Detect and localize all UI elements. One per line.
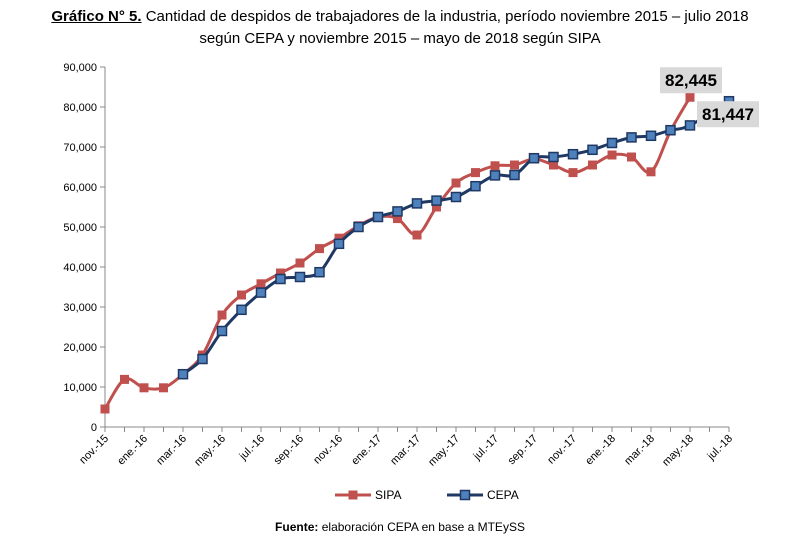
x-tick-label: ene.-18	[583, 433, 618, 468]
source-prefix: Fuente:	[275, 520, 319, 534]
cepa-data-point	[626, 132, 637, 143]
cepa-data-point	[216, 325, 228, 337]
sipa-data-point	[510, 160, 519, 170]
sipa-data-point	[334, 233, 344, 243]
x-tick-label: ene.-17	[349, 433, 384, 468]
x-tick-label: mar.-17	[388, 433, 423, 468]
sipa-data-point	[549, 160, 558, 170]
cepa-data-point	[236, 304, 247, 316]
sipa-data-point	[315, 244, 324, 254]
x-tick-label: jul.-16	[237, 433, 267, 463]
y-tick-label: 70,000	[63, 142, 97, 154]
sipa-data-point	[159, 383, 168, 393]
cepa-data-point	[450, 191, 462, 203]
sipa-data-point	[295, 258, 305, 268]
cepa-data-point	[177, 368, 189, 380]
y-tick-label: 50,000	[63, 222, 97, 234]
source-note: Fuente: elaboración CEPA en base a MTEyS…	[0, 520, 800, 534]
callout-label: 81,447	[702, 105, 754, 124]
sipa-data-point	[256, 279, 266, 289]
cepa-data-point	[333, 238, 345, 250]
x-tick-label: nov.-16	[311, 433, 345, 467]
sipa-data-point	[276, 268, 285, 278]
chart-title: Gráfico N° 5. Cantidad de despidos de tr…	[40, 6, 760, 50]
y-tick-label: 20,000	[63, 342, 97, 354]
sipa-series-line	[103, 96, 692, 410]
sipa-data-point	[646, 167, 656, 177]
y-tick-label: 0	[91, 422, 97, 434]
y-tick-label: 30,000	[63, 302, 97, 314]
cepa-data-point	[587, 144, 598, 156]
sipa-data-point	[100, 404, 110, 414]
x-tick-label: ene.-16	[115, 433, 150, 468]
cepa-data-point	[294, 271, 306, 283]
x-tick-label: nov.-17	[545, 433, 579, 467]
sipa-data-point	[237, 290, 246, 300]
y-tick-label: 40,000	[63, 262, 97, 274]
x-tick-label: sep.-17	[506, 433, 540, 467]
x-tick-label: may.-18	[660, 433, 696, 469]
cepa-data-point	[255, 287, 267, 298]
source-text: elaboración CEPA en base a MTEySS	[318, 520, 525, 534]
legend-marker-sipa	[348, 490, 358, 500]
x-tick-label: mar.-16	[154, 433, 189, 468]
cepa-data-point	[431, 195, 442, 206]
sipa-data-point	[568, 168, 578, 178]
sipa-data-point	[490, 161, 500, 171]
cepa-data-point	[509, 169, 520, 181]
cepa-data-point	[528, 152, 540, 164]
x-tick-label: jul.-17	[471, 433, 501, 463]
sipa-data-point	[432, 202, 441, 212]
callout-box	[660, 67, 722, 94]
cepa-data-point	[470, 180, 481, 192]
cepa-data-point	[372, 211, 384, 223]
cepa-data-point	[392, 206, 403, 217]
y-tick-label: 80,000	[63, 102, 97, 114]
callout-label: 82,445	[665, 71, 717, 90]
sipa-data-point	[471, 168, 480, 178]
cepa-data-point	[548, 151, 559, 163]
cepa-data-point	[665, 124, 676, 136]
legend-marker-cepa	[459, 489, 471, 501]
cepa-series-line	[182, 99, 730, 376]
line-chart: 0 10,000 20,000 30,000 40,000 50,000 60,000 70,…	[63, 62, 759, 502]
cepa-data-point	[645, 130, 657, 142]
sipa-data-point	[217, 310, 227, 320]
sipa-data-point	[393, 214, 402, 224]
cepa-data-point	[684, 120, 696, 131]
cepa-data-point	[197, 353, 208, 365]
y-tick-label: 60,000	[63, 182, 97, 194]
sipa-data-point	[451, 178, 461, 188]
y-tick-label: 10,000	[63, 382, 97, 394]
chart-title-text: Cantidad de despidos de trabajadores de …	[141, 8, 749, 47]
x-tick-label: may.-17	[426, 433, 462, 469]
sipa-data-point	[120, 374, 129, 384]
sipa-data-point	[607, 150, 617, 160]
sipa-data-point	[412, 230, 422, 240]
sipa-data-point	[139, 383, 149, 393]
x-tick-label: mar.-18	[622, 433, 657, 468]
chart-title-prefix: Gráfico N° 5.	[51, 8, 142, 25]
legend-label-cepa: CEPA	[487, 488, 519, 502]
cepa-data-point	[567, 148, 579, 160]
x-tick-label: jul.-18	[705, 433, 735, 463]
sipa-data-point	[685, 92, 695, 102]
sipa-data-point	[627, 152, 636, 162]
cepa-data-point	[353, 221, 364, 233]
x-tick-label: nov.-15	[77, 433, 111, 467]
legend-label-sipa: SIPA	[375, 488, 401, 502]
cepa-data-point	[275, 273, 286, 285]
cepa-data-point	[606, 137, 618, 149]
x-tick-label: sep.-16	[272, 433, 306, 467]
callout-box	[697, 101, 759, 128]
cepa-data-point	[489, 170, 501, 181]
x-tick-label: may.-16	[192, 433, 228, 469]
sipa-data-point	[588, 160, 597, 170]
y-tick-label: 90,000	[63, 62, 97, 74]
cepa-data-point	[411, 198, 423, 209]
cepa-data-point	[314, 266, 325, 278]
